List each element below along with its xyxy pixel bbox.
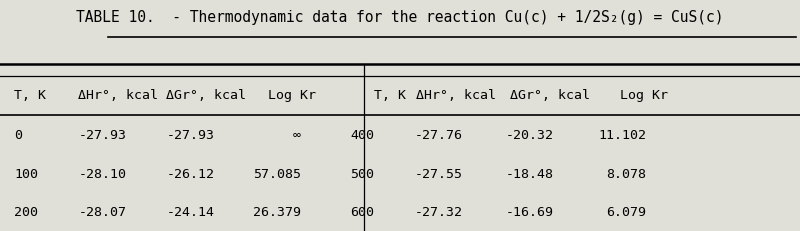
Text: ΔGr°, kcal: ΔGr°, kcal [510, 88, 590, 101]
Text: -18.48: -18.48 [506, 167, 554, 180]
Text: T, K: T, K [374, 88, 406, 101]
Text: Log Kr: Log Kr [620, 88, 668, 101]
Text: 8.078: 8.078 [606, 167, 646, 180]
Text: 11.102: 11.102 [598, 128, 646, 141]
Text: -24.14: -24.14 [166, 206, 214, 219]
Text: ΔHr°, kcal: ΔHr°, kcal [78, 88, 158, 101]
Text: 6.079: 6.079 [606, 206, 646, 219]
Text: 200: 200 [14, 206, 38, 219]
Text: ΔGr°, kcal: ΔGr°, kcal [166, 88, 246, 101]
Text: -27.93: -27.93 [78, 128, 126, 141]
Text: TABLE 10.  - Thermodynamic data for the reaction Cu(c) + 1/2S₂(g) = CuS(c): TABLE 10. - Thermodynamic data for the r… [76, 10, 724, 25]
Text: 500: 500 [350, 167, 374, 180]
Text: 26.379: 26.379 [253, 206, 301, 219]
Text: 100: 100 [14, 167, 38, 180]
Text: -16.69: -16.69 [506, 206, 554, 219]
Text: -27.55: -27.55 [414, 167, 462, 180]
Text: ∞: ∞ [293, 128, 301, 141]
Text: -27.76: -27.76 [414, 128, 462, 141]
Text: 57.085: 57.085 [253, 167, 301, 180]
Text: Log Kr: Log Kr [268, 88, 316, 101]
Text: -26.12: -26.12 [166, 167, 214, 180]
Text: 400: 400 [350, 128, 374, 141]
Text: -28.07: -28.07 [78, 206, 126, 219]
Text: -27.32: -27.32 [414, 206, 462, 219]
Text: T, K: T, K [14, 88, 46, 101]
Text: 600: 600 [350, 206, 374, 219]
Text: 0: 0 [14, 128, 22, 141]
Text: ΔHr°, kcal: ΔHr°, kcal [416, 88, 496, 101]
Text: -27.93: -27.93 [166, 128, 214, 141]
Text: -28.10: -28.10 [78, 167, 126, 180]
Text: -20.32: -20.32 [506, 128, 554, 141]
